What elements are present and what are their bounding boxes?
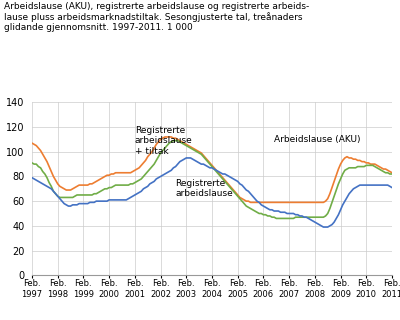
Text: Arbeidslause (AKU), registrerte arbeidslause og registrerte arbeids-
lause pluss: Arbeidslause (AKU), registrerte arbeidsl… xyxy=(4,2,309,32)
Text: Arbeidslause (AKU): Arbeidslause (AKU) xyxy=(274,135,361,144)
Text: Registrerte
arbeidslause: Registrerte arbeidslause xyxy=(176,179,233,198)
Text: Registrerte
arbeidslause
+ tiltak: Registrerte arbeidslause + tiltak xyxy=(135,126,193,156)
